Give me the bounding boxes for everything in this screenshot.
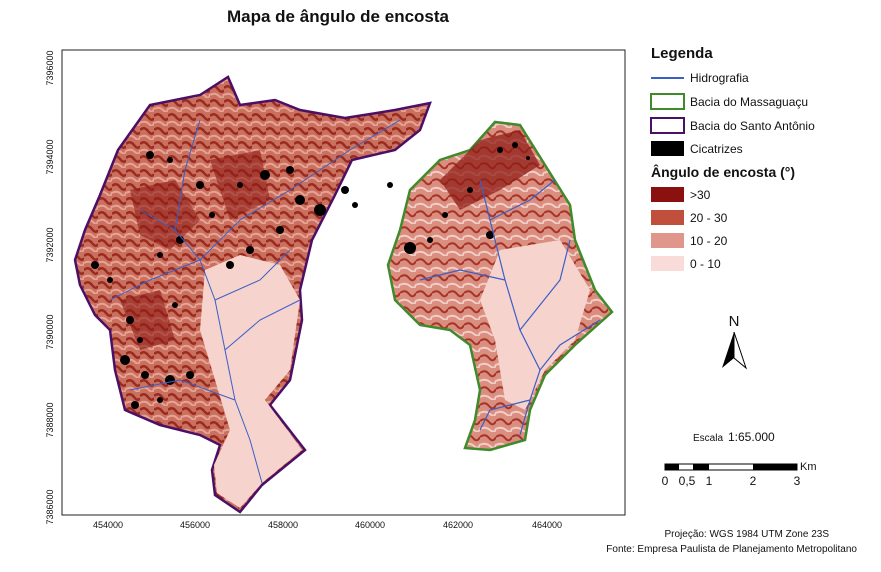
north-label: N xyxy=(729,313,740,330)
scale-tick: 2 xyxy=(750,474,757,488)
source: Fonte: Empresa Paulista de Planejamento … xyxy=(606,544,857,555)
legend-label: Bacia do Massaguaçu xyxy=(690,95,808,109)
legend-swatch xyxy=(650,93,685,110)
y-tick-label: 7390000 xyxy=(45,314,55,349)
legend-label: 20 - 30 xyxy=(690,211,728,225)
y-tick-label: 7396000 xyxy=(45,50,55,85)
legend-label: >30 xyxy=(690,188,711,202)
legend-label: 10 - 20 xyxy=(690,234,728,248)
scale-ratio: 1:65.000 xyxy=(728,430,775,444)
legend-swatch xyxy=(651,233,684,248)
map-title: Mapa de ângulo de encosta xyxy=(227,7,450,26)
scale-tick: 0 xyxy=(662,474,669,488)
scale-label: Escala xyxy=(693,433,723,444)
legend-label: Cicatrizes xyxy=(690,142,743,156)
scale-tick: 0,5 xyxy=(679,474,696,488)
x-tick-label: 456000 xyxy=(180,520,210,530)
massaguacu-basin xyxy=(386,120,614,452)
legend: Legenda Hidrografia Bacia do Massaguaçu … xyxy=(650,45,815,271)
y-tick-label: 7394000 xyxy=(45,139,55,174)
legend-label: Hidrografia xyxy=(690,71,749,85)
y-tick-label: 7388000 xyxy=(45,402,55,437)
north-arrow: N xyxy=(722,313,748,370)
x-tick-label: 454000 xyxy=(93,520,123,530)
legend-label: 0 - 10 xyxy=(690,257,721,271)
projection: Projeção: WGS 1984 UTM Zone 23S xyxy=(664,529,829,540)
y-axis-ticks: 7396000 7394000 7392000 7390000 7388000 … xyxy=(45,50,55,524)
scale-tick: 1 xyxy=(706,474,713,488)
legend-swatch xyxy=(651,256,684,271)
scale-tick: 3 xyxy=(794,474,801,488)
legend-title: Legenda xyxy=(651,45,713,62)
y-tick-label: 7392000 xyxy=(45,227,55,262)
legend-swatch xyxy=(651,187,684,202)
x-axis-ticks: 454000 456000 458000 460000 462000 46400… xyxy=(93,520,562,530)
scale: Escala 1:65.000 Km 0 0,5 1 2 3 xyxy=(662,430,817,488)
legend-label: Bacia do Santo Antônio xyxy=(690,119,815,133)
scale-unit: Km xyxy=(800,461,817,473)
legend-swatch xyxy=(651,210,684,225)
x-tick-label: 460000 xyxy=(355,520,385,530)
x-tick-label: 464000 xyxy=(532,520,562,530)
legend-swatch xyxy=(651,141,684,156)
santo-antonio-basin xyxy=(73,75,432,514)
legend-swatch xyxy=(650,117,685,134)
x-tick-label: 458000 xyxy=(268,520,298,530)
y-tick-label: 7386000 xyxy=(45,489,55,524)
x-tick-label: 462000 xyxy=(443,520,473,530)
legend-subtitle: Ângulo de encosta (°) xyxy=(651,163,795,180)
